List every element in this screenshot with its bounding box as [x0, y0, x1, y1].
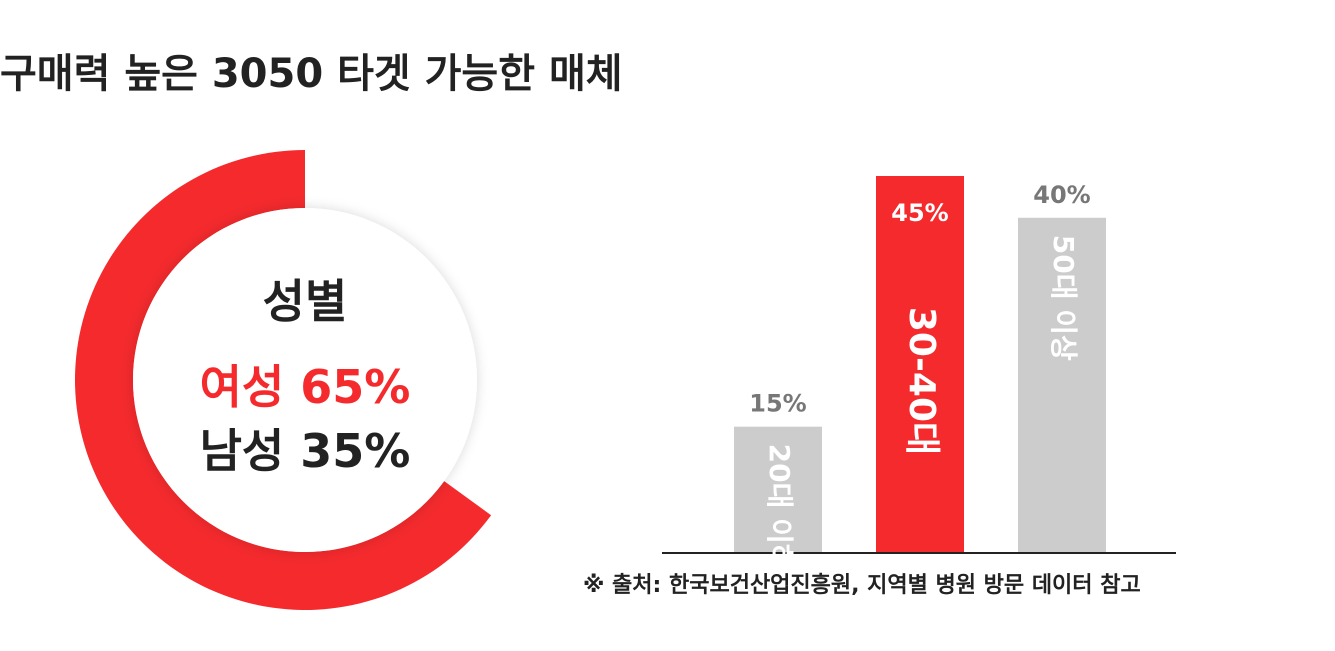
bar — [876, 176, 964, 552]
donut-label: 여성 65% — [200, 360, 411, 414]
donut-label: 남성 35% — [200, 424, 411, 478]
page-title: 구매력 높은 3050 타겟 가능한 매체 — [0, 51, 623, 97]
donut-center — [133, 208, 477, 552]
value-label: 15% — [749, 390, 806, 418]
category-name: 여성 — [200, 360, 285, 414]
bar — [1018, 217, 1106, 552]
value-label: 65% — [300, 360, 410, 414]
category-label: 50대 이상 — [1047, 235, 1080, 361]
category-name: 남성 — [200, 424, 285, 478]
value-label: 45% — [891, 199, 948, 227]
source-note: ※ 출처: 한국보건산업진흥원, 지역별 병원 방문 데이터 참고 — [583, 573, 1141, 598]
value-label: 40% — [1033, 181, 1090, 209]
value-label: 35% — [300, 424, 410, 478]
bar — [734, 426, 822, 552]
donut-title: 성별 — [263, 275, 348, 329]
category-label: 20대 이하 — [763, 444, 796, 570]
category-label: 30-40대 — [901, 307, 942, 455]
